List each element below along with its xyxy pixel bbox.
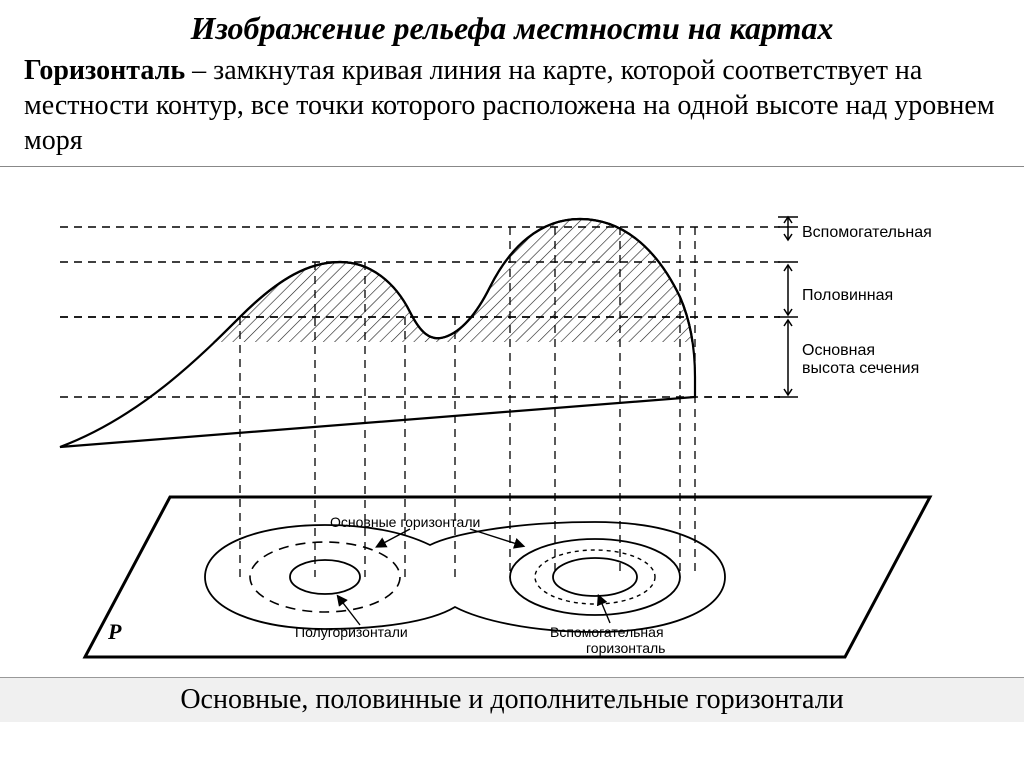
term: Горизонталь [24, 55, 185, 86]
svg-text:Половинная: Половинная [802, 287, 893, 304]
svg-text:Вспомогательная: Вспомогательная [802, 224, 932, 241]
diagram-container: Вспомогательная Половинная Основнаявысота … [0, 166, 1024, 677]
svg-text:высота сечения: высота сечения [802, 360, 919, 377]
svg-text:горизонталь: горизонталь [586, 640, 665, 656]
relief-diagram: Вспомогательная Половинная Основнаявысота … [0, 167, 1024, 677]
svg-text:Основные горизонтали: Основные горизонтали [330, 514, 480, 530]
svg-text:Полугоризонтали: Полугоризонтали [295, 624, 408, 640]
svg-text:P: P [107, 619, 122, 644]
page-title: Изображение рельефа местности на картах [0, 0, 1024, 53]
svg-text:Основная: Основная [802, 342, 875, 359]
definition-text: Горизонталь – замкнутая кривая линия на … [0, 53, 1024, 166]
svg-text:Вспомогательная: Вспомогательная [550, 624, 664, 640]
caption: Основные, половинные и дополнительные го… [0, 677, 1024, 722]
